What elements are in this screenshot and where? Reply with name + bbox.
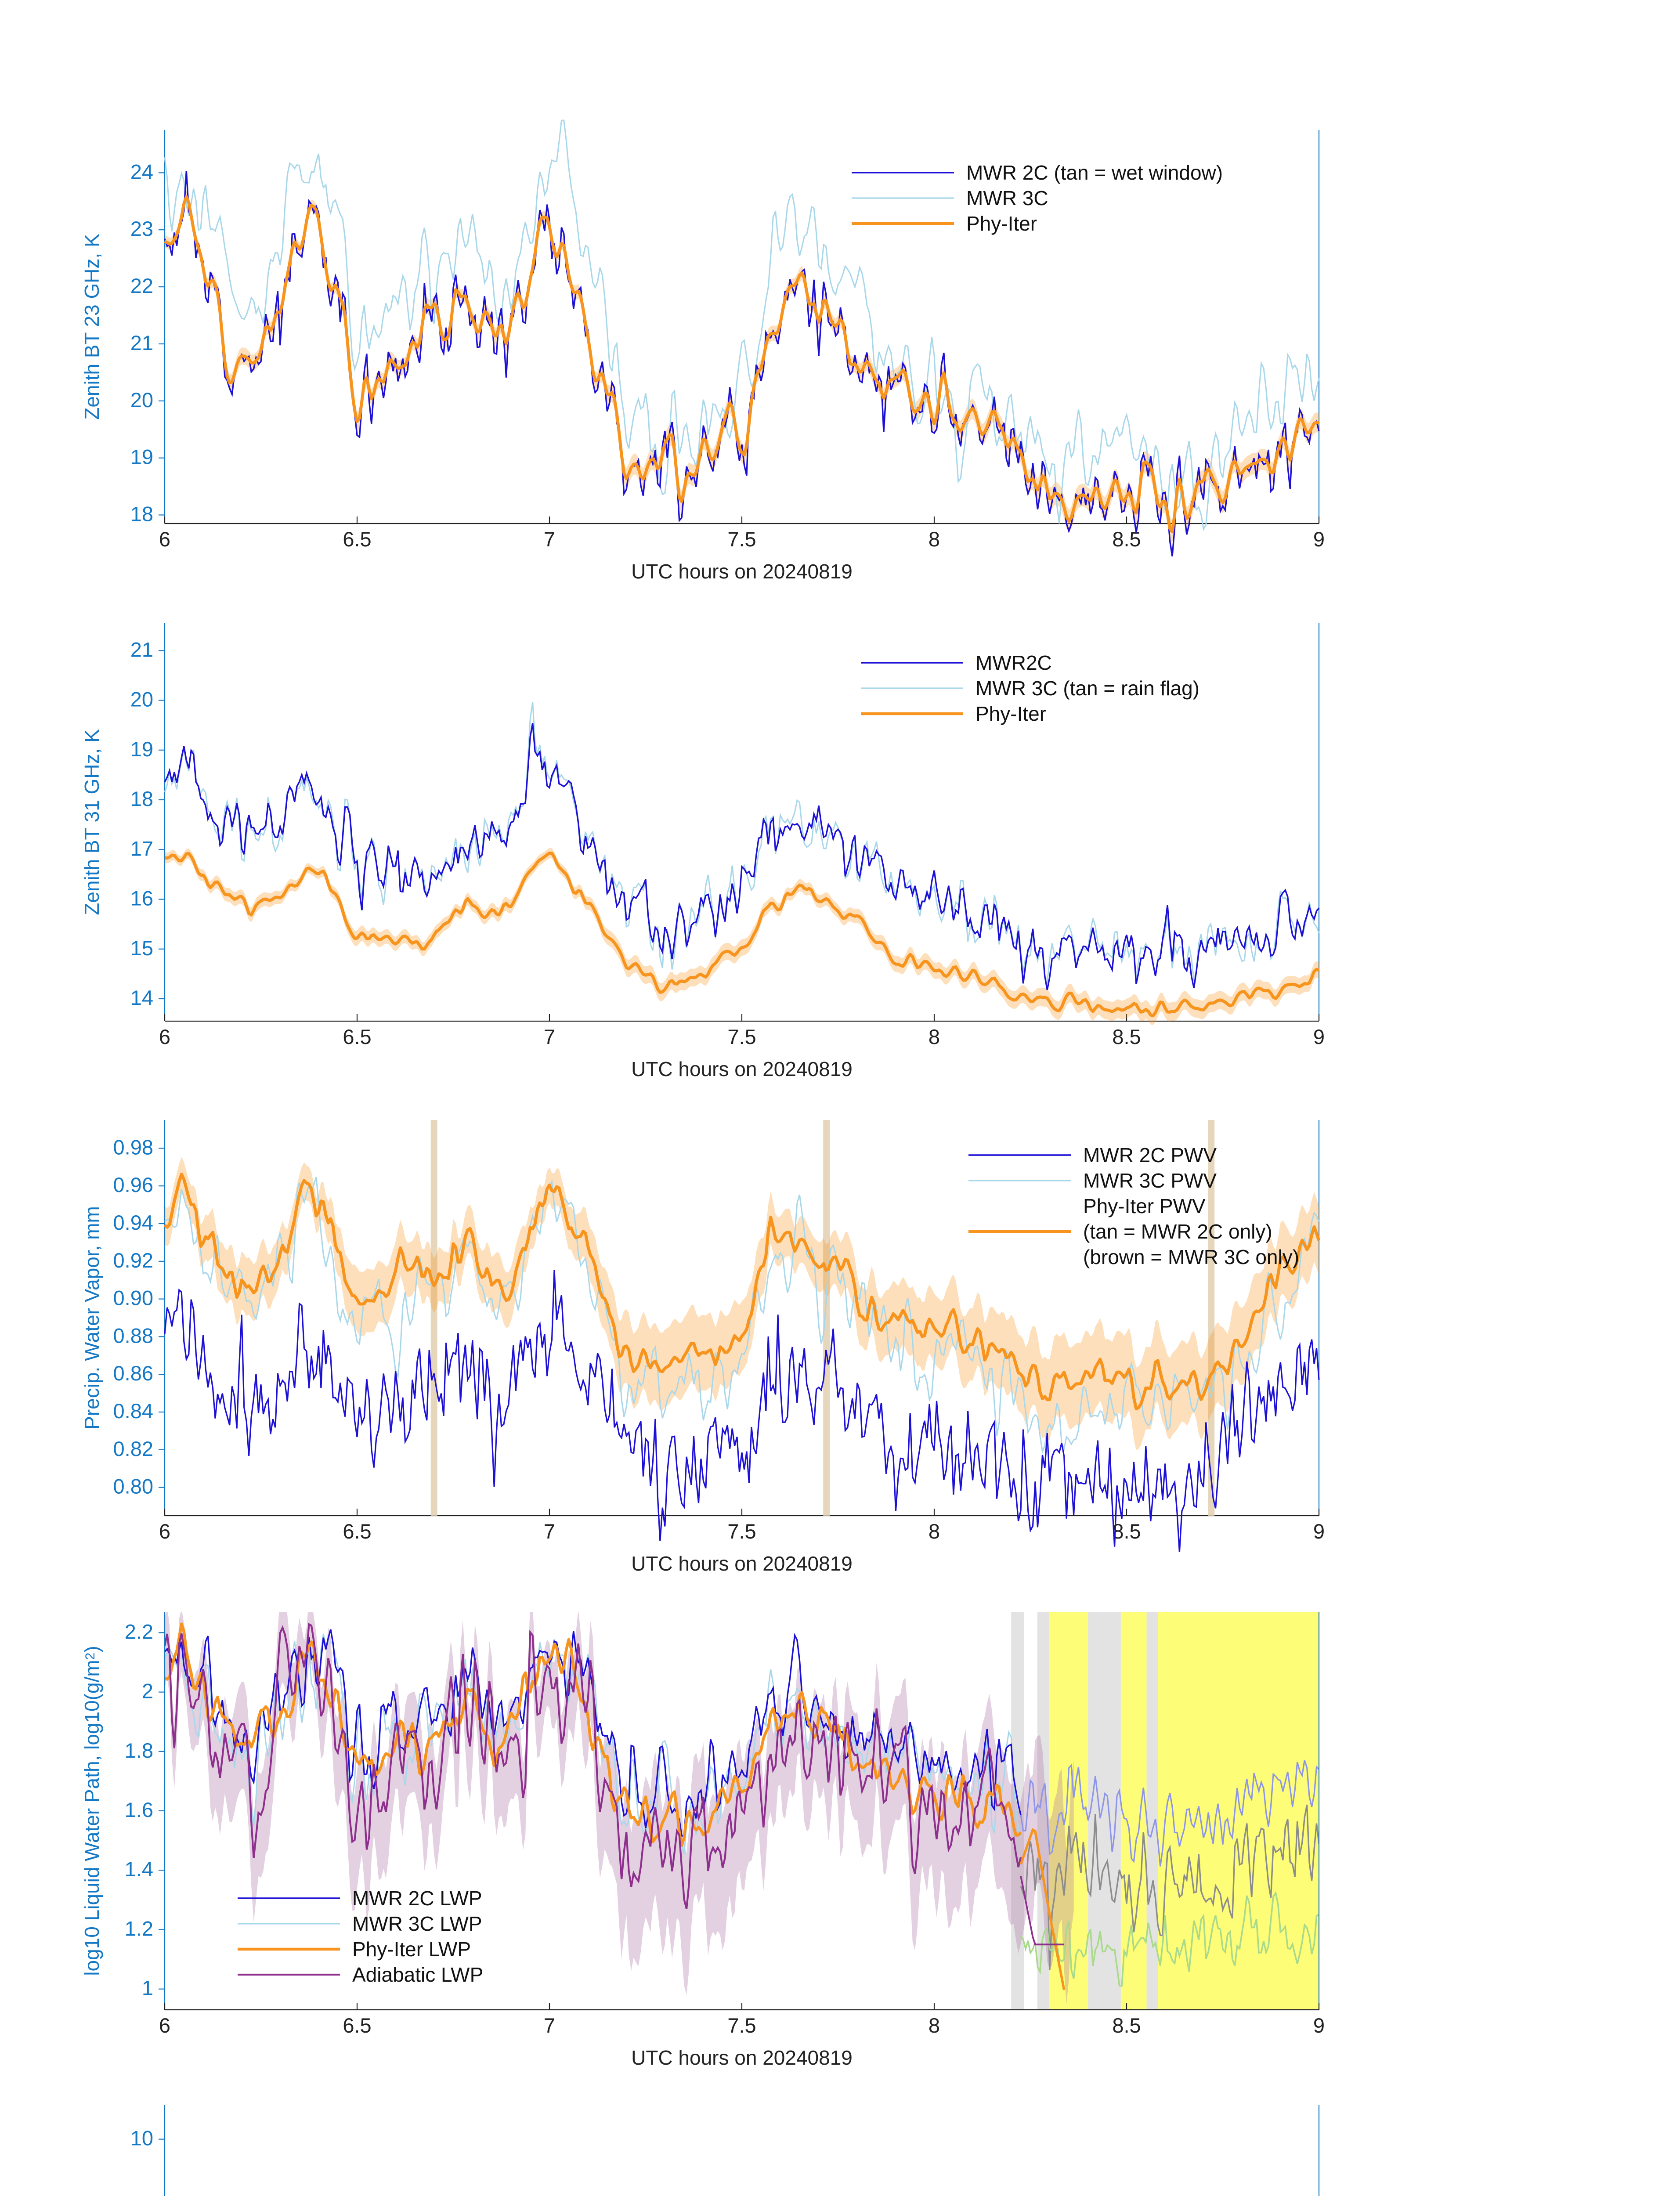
svg-text:6.5: 6.5 [343,2014,371,2037]
svg-text:0.84: 0.84 [113,1399,153,1423]
svg-text:0.88: 0.88 [113,1324,153,1347]
svg-text:9: 9 [1313,1025,1325,1048]
svg-text:8.5: 8.5 [1112,1025,1141,1048]
svg-text:8: 8 [929,1520,940,1543]
svg-text:7.5: 7.5 [727,2014,756,2037]
svg-text:(tan = MWR 2C only): (tan = MWR 2C only) [1083,1220,1272,1243]
svg-text:0.82: 0.82 [113,1437,153,1460]
svg-text:7: 7 [544,527,555,551]
svg-text:2: 2 [142,1680,153,1703]
svg-text:0.94: 0.94 [113,1211,153,1234]
svg-text:UTC hours on 20240819: UTC hours on 20240819 [631,560,853,583]
svg-text:19: 19 [130,445,153,469]
svg-text:2.2: 2.2 [125,1620,153,1643]
svg-text:6: 6 [159,1025,170,1048]
svg-text:MWR 3C PWV: MWR 3C PWV [1083,1169,1217,1192]
svg-text:7.5: 7.5 [727,1025,756,1048]
svg-text:1.4: 1.4 [125,1857,153,1881]
svg-text:UTC hours on 20240819: UTC hours on 20240819 [631,1552,853,1575]
svg-text:21: 21 [130,638,153,661]
svg-text:7.5: 7.5 [727,1520,756,1543]
svg-text:15: 15 [130,936,153,960]
svg-text:MWR 2C (tan = wet window): MWR 2C (tan = wet window) [966,161,1223,184]
svg-text:MWR 2C PWV: MWR 2C PWV [1083,1144,1217,1167]
svg-text:7: 7 [544,1520,555,1543]
svg-text:Adiabatic LWP: Adiabatic LWP [352,1963,483,1986]
svg-text:14: 14 [130,986,153,1009]
svg-text:Phy-Iter PWV: Phy-Iter PWV [1083,1195,1206,1217]
svg-text:10: 10 [130,2127,153,2150]
svg-text:UTC hours on 20240819: UTC hours on 20240819 [631,2046,853,2069]
svg-text:8: 8 [929,2014,940,2037]
svg-text:9: 9 [1313,527,1325,551]
svg-text:Phy-Iter: Phy-Iter [975,702,1046,725]
svg-text:6: 6 [159,527,170,551]
svg-text:log10 Liquid Water Path, log10: log10 Liquid Water Path, log10(g/m2) [80,1646,103,1976]
svg-text:8: 8 [929,527,940,551]
svg-text:7.5: 7.5 [727,527,756,551]
svg-text:1.2: 1.2 [125,1917,153,1940]
svg-text:9: 9 [1313,2014,1325,2037]
svg-text:1.8: 1.8 [125,1739,153,1762]
svg-text:24: 24 [130,160,153,183]
svg-text:9: 9 [1313,1520,1325,1543]
svg-text:MWR2C: MWR2C [975,651,1052,674]
svg-text:6.5: 6.5 [343,1520,371,1543]
svg-text:(brown = MWR 3C only): (brown = MWR 3C only) [1083,1246,1299,1268]
svg-text:17: 17 [130,837,153,860]
svg-text:8.5: 8.5 [1112,1520,1141,1543]
svg-text:7: 7 [544,2014,555,2037]
svg-text:MWR 3C: MWR 3C [966,187,1048,209]
svg-text:0.92: 0.92 [113,1249,153,1272]
svg-text:18: 18 [130,502,153,526]
svg-text:Zenith BT 23 GHz, K: Zenith BT 23 GHz, K [80,234,103,420]
svg-text:0.98: 0.98 [113,1135,153,1159]
svg-text:18: 18 [130,787,153,810]
svg-text:0.86: 0.86 [113,1362,153,1385]
svg-text:6.5: 6.5 [343,527,371,551]
svg-text:Phy-Iter LWP: Phy-Iter LWP [352,1938,471,1961]
svg-text:19: 19 [130,737,153,761]
svg-text:20: 20 [130,388,153,412]
svg-text:20: 20 [130,688,153,711]
svg-text:7: 7 [544,1025,555,1048]
svg-text:Phy-Iter: Phy-Iter [966,212,1037,235]
svg-text:MWR 2C LWP: MWR 2C LWP [352,1887,482,1910]
svg-text:21: 21 [130,331,153,354]
svg-text:MWR 3C (tan = rain flag): MWR 3C (tan = rain flag) [975,677,1199,700]
svg-text:Precip. Water Vapor, mm: Precip. Water Vapor, mm [80,1206,103,1430]
svg-text:0.90: 0.90 [113,1286,153,1310]
svg-text:1.6: 1.6 [125,1798,153,1821]
svg-text:23: 23 [130,217,153,240]
svg-text:MWR 3C LWP: MWR 3C LWP [352,1912,482,1935]
svg-text:8.5: 8.5 [1112,2014,1141,2037]
svg-text:UTC hours on 20240819: UTC hours on 20240819 [631,1058,853,1080]
svg-text:0.80: 0.80 [113,1475,153,1498]
svg-text:16: 16 [130,887,153,910]
svg-text:6: 6 [159,2014,170,2037]
svg-text:Zenith BT 31 GHz, K: Zenith BT 31 GHz, K [80,729,103,915]
svg-text:22: 22 [130,274,153,297]
svg-text:1: 1 [142,1976,153,2000]
svg-text:0.96: 0.96 [113,1173,153,1196]
svg-text:8: 8 [929,1025,940,1048]
svg-text:6.5: 6.5 [343,1025,371,1048]
svg-text:6: 6 [159,1520,170,1543]
